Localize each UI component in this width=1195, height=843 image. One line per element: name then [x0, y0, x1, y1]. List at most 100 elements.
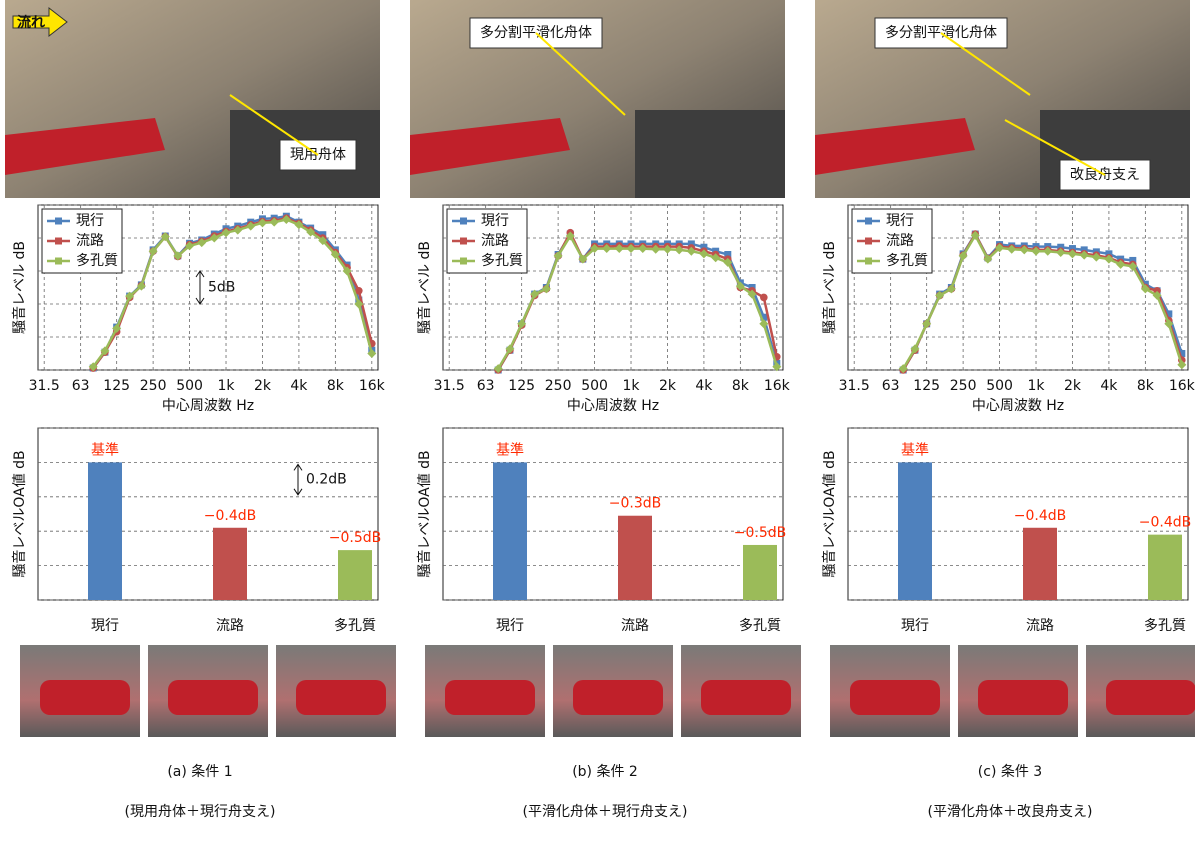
figure: 流れ現用舟体多分割平滑化舟体多分割平滑化舟体改良舟支え(a) 条件 1(現用舟体… — [0, 0, 1195, 843]
thumbnail-part — [573, 680, 663, 715]
bar — [743, 545, 777, 600]
x-tick-label: 8k — [327, 378, 345, 394]
x-tick-label: 4k — [1100, 378, 1118, 394]
value-label: −0.4dB — [204, 508, 257, 524]
x-tick-label: 多孔質 — [739, 617, 781, 634]
value-label: 基準 — [91, 441, 119, 458]
x-tick-label: 1k — [218, 378, 236, 394]
x-axis-title: 中心周波数 Hz — [972, 398, 1064, 414]
y-axis-title: 騒音レベルOA値 dB — [11, 450, 28, 577]
thumbnail-part — [168, 680, 258, 715]
thumbnail-part — [850, 680, 940, 715]
legend-label: 流路 — [886, 233, 914, 249]
legend-label: 現行 — [76, 213, 104, 229]
photo-label: 流れ — [17, 14, 45, 31]
legend-label: 多孔質 — [481, 252, 523, 269]
legend-label: 現行 — [481, 213, 509, 229]
legend-marker — [460, 218, 467, 225]
x-tick-label: 63 — [477, 378, 495, 394]
legend-marker — [55, 238, 62, 245]
caption-title: (c) 条件 3 — [978, 763, 1042, 780]
y-axis-title: 騒音レベル dB — [416, 241, 433, 334]
x-tick-label: 多孔質 — [1144, 617, 1186, 634]
x-tick-label: 流路 — [1026, 618, 1054, 634]
thumbnail-part — [978, 680, 1068, 715]
x-tick-label: 16k — [764, 378, 791, 394]
x-tick-label: 現行 — [901, 618, 929, 634]
photo-wall — [635, 110, 785, 198]
x-tick-label: 流路 — [216, 618, 244, 634]
legend-marker — [865, 238, 872, 245]
x-tick-label: 63 — [72, 378, 90, 394]
point — [760, 294, 768, 302]
bar — [338, 550, 372, 600]
legend-label: 多孔質 — [886, 252, 928, 269]
bar — [618, 516, 652, 600]
bar — [1148, 535, 1182, 600]
x-tick-label: 8k — [732, 378, 750, 394]
x-tick-label: 1k — [623, 378, 641, 394]
x-tick-label: 500 — [581, 378, 608, 394]
caption-subtitle: (平滑化舟体＋改良舟支え) — [928, 803, 1093, 820]
bar — [1023, 528, 1057, 600]
photo-label: 多分割平滑化舟体 — [480, 24, 592, 41]
x-axis-title: 中心周波数 Hz — [567, 398, 659, 414]
x-tick-label: 500 — [176, 378, 203, 394]
bar — [898, 462, 932, 600]
thumbnail-part — [445, 680, 535, 715]
legend-label: 現行 — [886, 213, 914, 229]
x-tick-label: 1k — [1028, 378, 1046, 394]
caption-subtitle: (現用舟体＋現行舟支え) — [125, 804, 276, 820]
legend-label: 多孔質 — [76, 252, 118, 269]
x-tick-label: 2k — [254, 378, 272, 394]
legend-marker — [460, 238, 467, 245]
x-tick-label: 流路 — [621, 618, 649, 634]
x-tick-label: 125 — [508, 378, 535, 394]
x-tick-label: 31.5 — [434, 378, 465, 394]
thumbnail-part — [1106, 680, 1195, 715]
x-tick-label: 31.5 — [839, 378, 870, 394]
photo-label: 多分割平滑化舟体 — [885, 24, 997, 41]
legend-marker — [55, 258, 62, 265]
annotation: 0.2dB — [306, 472, 347, 488]
bar — [213, 528, 247, 600]
value-label: −0.4dB — [1139, 515, 1192, 531]
x-tick-label: 現行 — [91, 618, 119, 634]
y-axis-title: 騒音レベル dB — [821, 241, 838, 334]
x-tick-label: 4k — [290, 378, 308, 394]
x-tick-label: 500 — [986, 378, 1013, 394]
value-label: 基準 — [496, 441, 524, 458]
annotation: 5dB — [208, 280, 235, 296]
x-tick-label: 4k — [695, 378, 713, 394]
x-axis-title: 中心周波数 Hz — [162, 398, 254, 414]
value-label: −0.5dB — [734, 525, 787, 541]
x-tick-label: 250 — [950, 378, 977, 394]
x-tick-label: 2k — [1064, 378, 1082, 394]
caption-title: (b) 条件 2 — [572, 763, 638, 780]
bar — [493, 462, 527, 600]
value-label: −0.5dB — [329, 530, 382, 546]
value-label: −0.4dB — [1014, 508, 1067, 524]
bar — [88, 462, 122, 600]
y-axis-title: 騒音レベル dB — [11, 241, 28, 334]
thumbnail-part — [40, 680, 130, 715]
legend-label: 流路 — [481, 233, 509, 249]
thumbnail-part — [296, 680, 386, 715]
legend-marker — [865, 218, 872, 225]
value-label: 基準 — [901, 441, 929, 458]
legend-marker — [460, 258, 467, 265]
caption-title: (a) 条件 1 — [167, 763, 232, 780]
legend-label: 流路 — [76, 233, 104, 249]
legend-marker — [865, 258, 872, 265]
y-axis-title: 騒音レベルOA値 dB — [821, 450, 838, 577]
x-tick-label: 2k — [659, 378, 677, 394]
x-tick-label: 16k — [1169, 378, 1195, 394]
thumbnail-part — [701, 680, 791, 715]
x-tick-label: 250 — [140, 378, 167, 394]
x-tick-label: 16k — [359, 378, 386, 394]
x-tick-label: 125 — [103, 378, 130, 394]
x-tick-label: 現行 — [496, 618, 524, 634]
caption-subtitle: (平滑化舟体＋現行舟支え) — [523, 803, 688, 820]
x-tick-label: 125 — [913, 378, 940, 394]
x-tick-label: 31.5 — [29, 378, 60, 394]
